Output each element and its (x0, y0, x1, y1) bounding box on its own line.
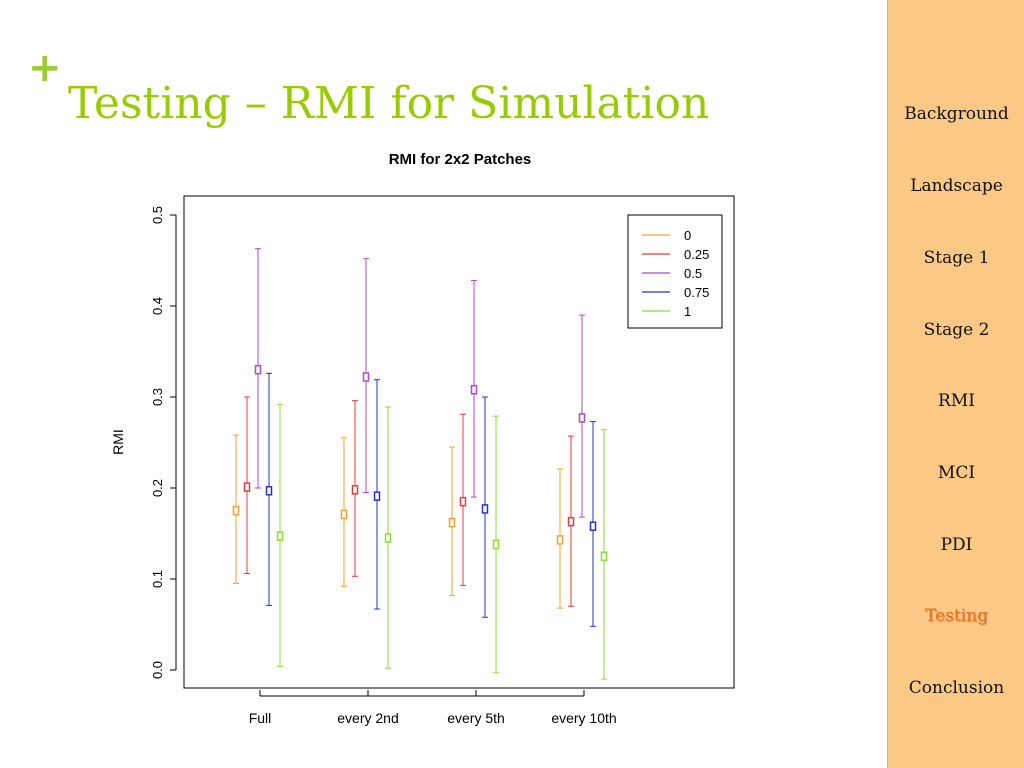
nav-item-pdi[interactable]: PDI (940, 535, 973, 555)
plot-frame (183, 195, 735, 689)
mean-marker (567, 516, 575, 527)
mean-marker (600, 551, 608, 561)
legend-entry-label: 0.5 (684, 266, 702, 281)
chart-title: RMI for 2x2 Patches (389, 151, 532, 168)
slide-title: Testing – RMI for Simulation (68, 78, 710, 129)
mean-marker (276, 531, 284, 541)
errorbar-series-3-0 (265, 372, 273, 606)
legend-entry-label: 1 (684, 304, 691, 319)
errorbar-series-3-2 (481, 396, 489, 618)
mean-marker (481, 504, 489, 514)
errorbar-series-1-0 (243, 396, 251, 575)
mean-marker (578, 413, 586, 423)
nav-item-background[interactable]: Background (904, 104, 1009, 124)
errorbar-series-4-3 (600, 429, 608, 680)
mean-marker (448, 517, 456, 528)
mean-marker (351, 485, 359, 495)
y-tick-label: 0.3 (150, 388, 165, 406)
errorbar-series-2-1 (362, 258, 370, 494)
errorbar-series-0-1 (340, 437, 348, 587)
mean-marker (492, 539, 500, 550)
errorbar-series-2-2 (470, 280, 478, 498)
legend-box (627, 214, 723, 329)
x-tick-label: every 5th (447, 710, 505, 726)
errorbar-series-0-2 (448, 446, 456, 596)
nav-item-landscape[interactable]: Landscape (910, 176, 1003, 196)
mean-marker (470, 384, 478, 395)
mean-marker (265, 485, 273, 496)
mean-marker (254, 364, 262, 375)
legend-entry-label: 0.75 (684, 285, 709, 300)
errorbar-series-2-3 (578, 314, 586, 518)
y-axis-label: RMI (110, 429, 126, 455)
errorbar-series-3-3 (589, 421, 597, 627)
mean-marker (362, 372, 370, 382)
y-tick-label: 0.1 (150, 570, 165, 588)
x-tick-label: Full (249, 710, 272, 726)
mean-marker (243, 482, 251, 492)
legend-entry-label: 0 (684, 228, 691, 243)
errorbar-series-1-1 (351, 400, 359, 577)
section-sidebar: Background Landscape Stage 1 Stage 2 RMI MCI P… (887, 0, 1024, 768)
errorbar-series-4-2 (492, 415, 500, 674)
title-bullet-plus: + (28, 45, 62, 91)
mean-marker (384, 533, 392, 543)
legend-entry-label: 0.25 (684, 247, 709, 262)
y-tick-label: 0.5 (150, 206, 165, 224)
mean-marker (232, 506, 240, 516)
data-marks (232, 248, 608, 680)
errorbar-series-1-3 (567, 435, 575, 607)
errorbar-series-4-1 (384, 406, 392, 669)
errorbar-series-1-2 (459, 413, 467, 586)
errorbar-series-4-0 (276, 403, 284, 667)
errorbar-series-3-1 (373, 379, 381, 610)
mean-marker (340, 509, 348, 520)
nav-item-mci[interactable]: MCI (937, 463, 976, 483)
y-tick-label: 0.2 (150, 479, 165, 497)
axes: 0.0 0.1 0.2 0.3 0.4 0.5 Full every 2nd every 5th… (150, 206, 617, 726)
errorbar-series-0-3 (556, 468, 564, 609)
errorbar-series-2-0 (254, 248, 262, 489)
x-tick-label: every 10th (551, 710, 616, 726)
y-tick-label: 0.4 (150, 297, 165, 315)
nav-item-stage-1[interactable]: Stage 1 (923, 248, 990, 268)
errorbar-series-0-0 (232, 434, 240, 585)
nav-item-testing[interactable]: Testing (925, 606, 988, 626)
mean-marker (589, 521, 597, 531)
nav-item-conclusion[interactable]: Conclusion (908, 678, 1005, 698)
y-tick-label: 0.0 (150, 661, 165, 679)
mean-marker (459, 496, 467, 507)
nav-item-rmi[interactable]: RMI (938, 391, 975, 411)
x-tick-label: every 2nd (337, 710, 398, 726)
legend: 0 0.25 0.5 0.75 1 (627, 214, 723, 329)
mean-marker (556, 535, 564, 545)
nav-item-stage-2[interactable]: Stage 2 (923, 320, 990, 340)
mean-marker (373, 491, 381, 501)
rmi-errorbar-chart: RMI for 2x2 Patches RMI 0.00.10.20.30.40… (110, 151, 735, 726)
